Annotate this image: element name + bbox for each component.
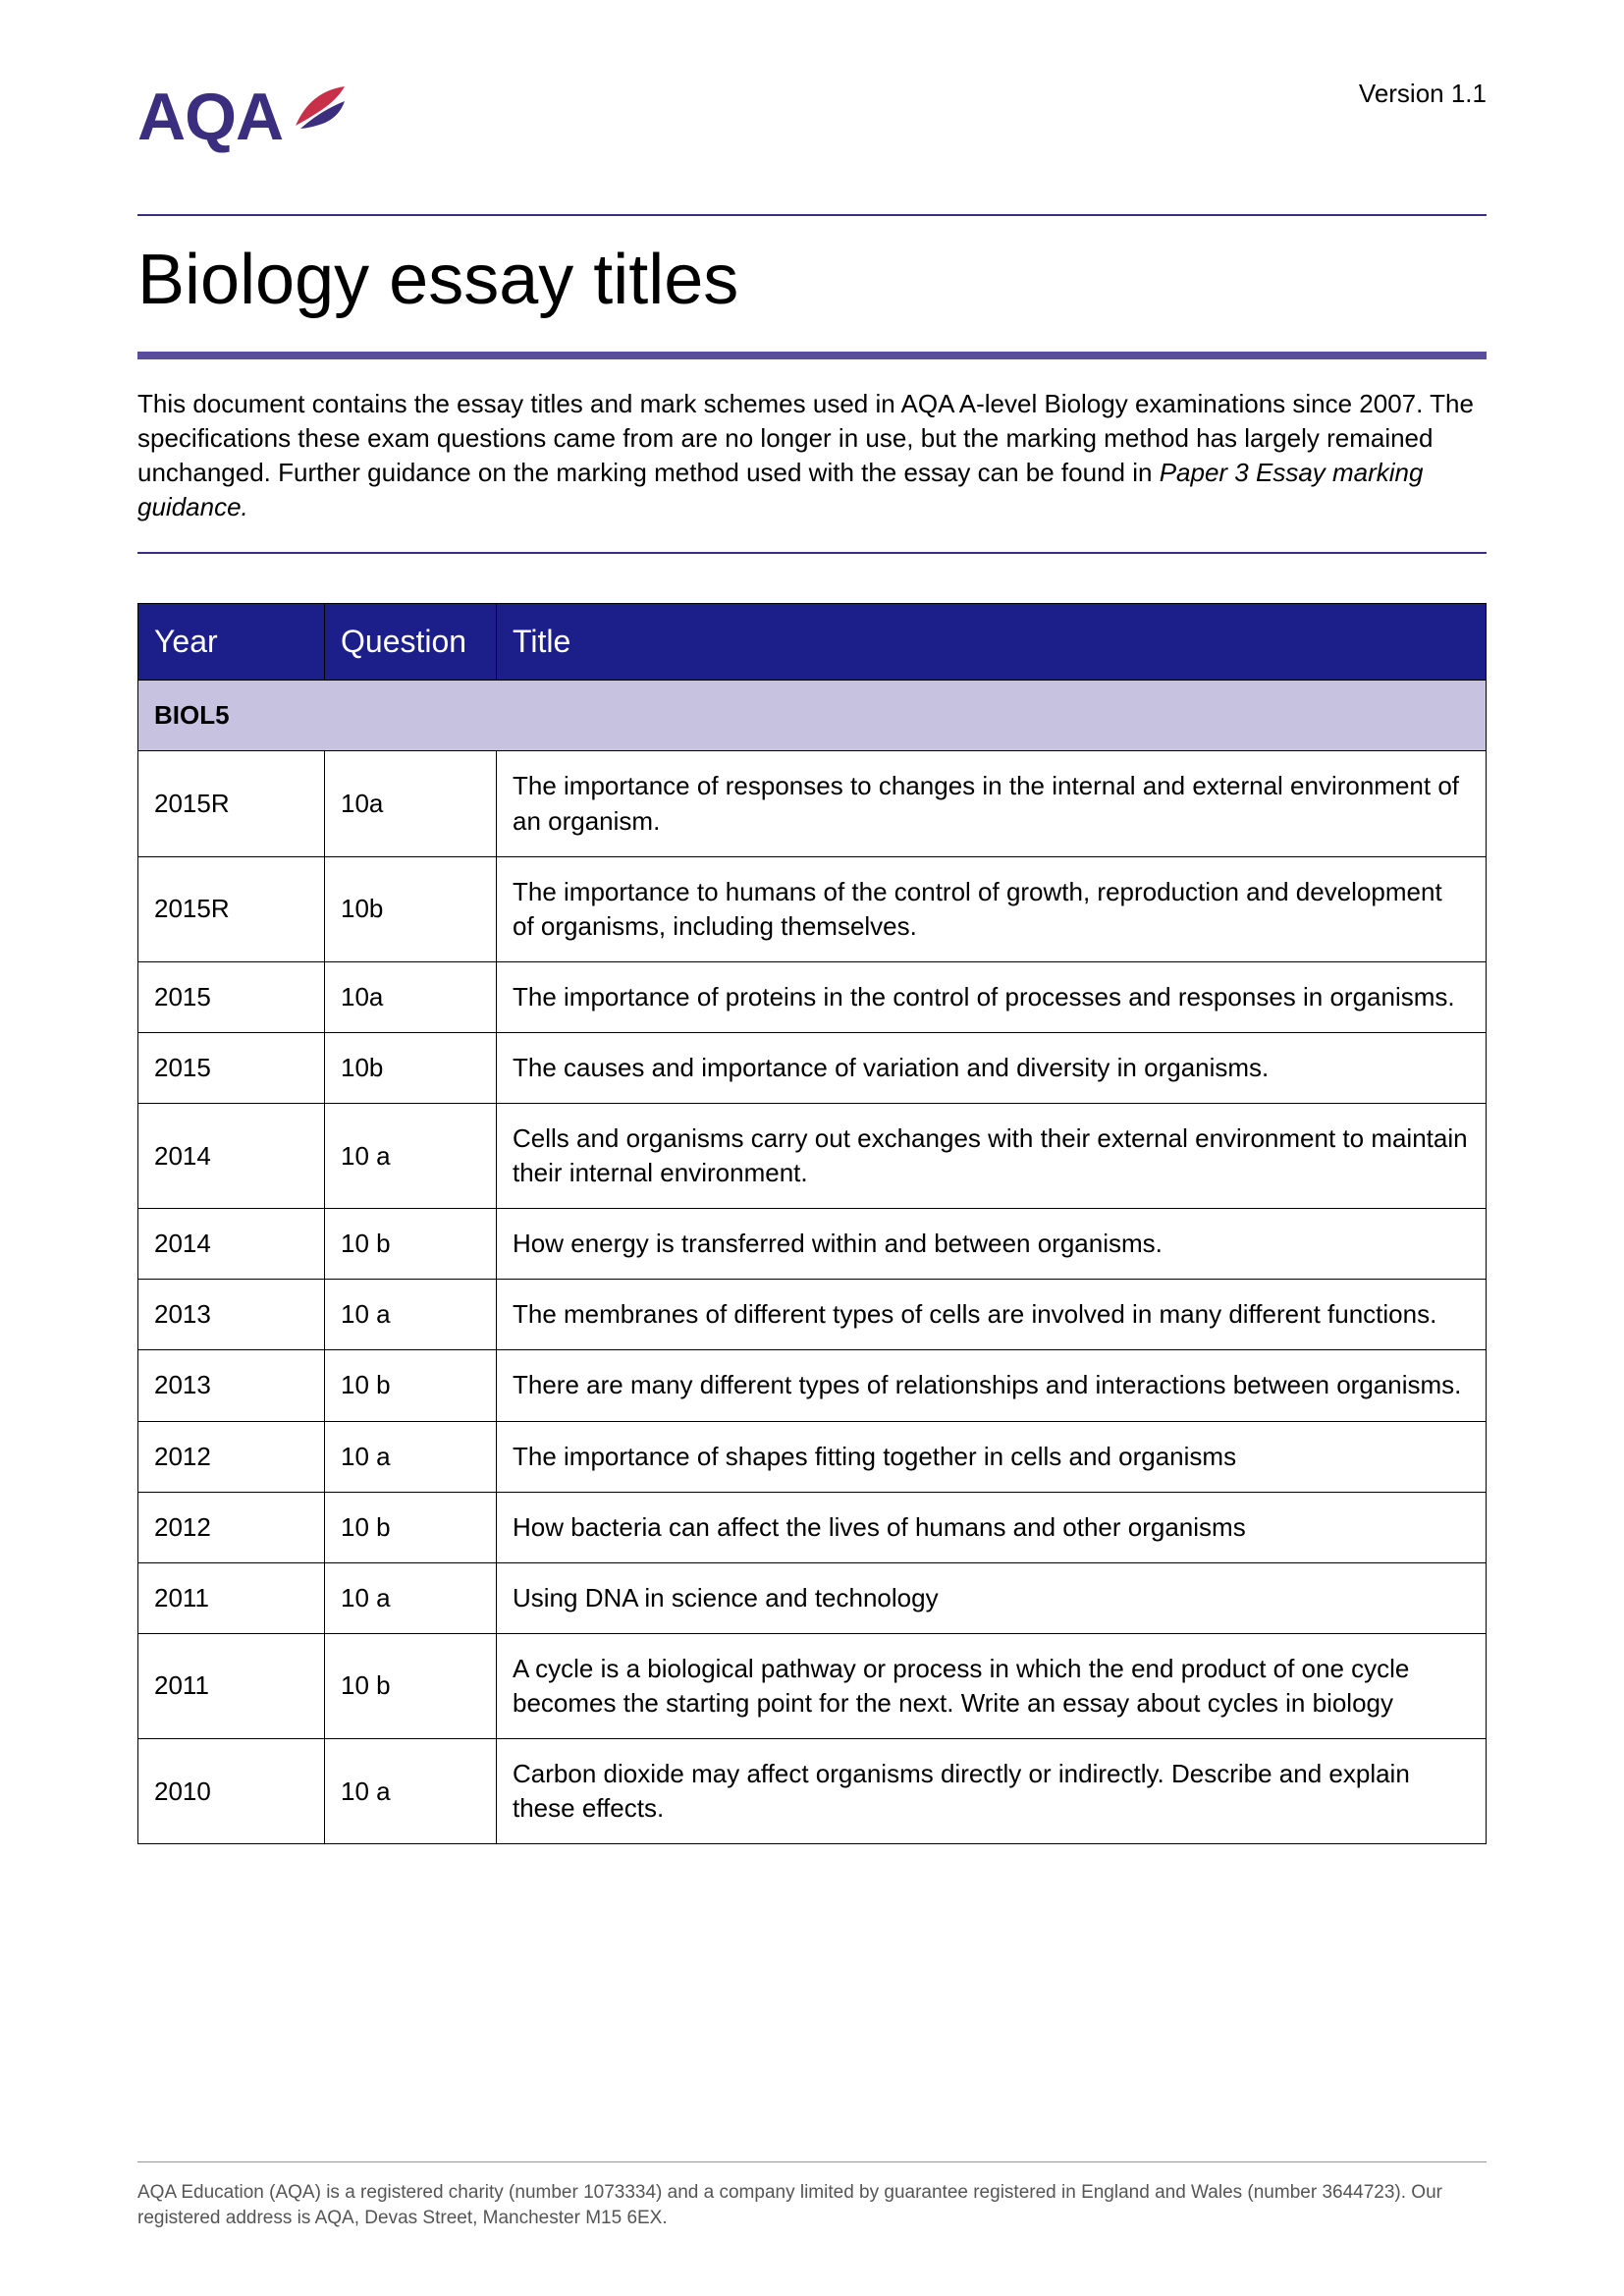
cell-question: 10 b — [325, 1492, 497, 1562]
rule-thick — [137, 352, 1487, 359]
cell-title: The importance of responses to changes i… — [497, 751, 1487, 856]
table-row: 2015R10bThe importance to humans of the … — [138, 856, 1487, 961]
cell-year: 2010 — [138, 1738, 325, 1843]
cell-year: 2015R — [138, 856, 325, 961]
cell-title: Cells and organisms carry out exchanges … — [497, 1104, 1487, 1209]
table-header: Year Question Title — [138, 604, 1487, 681]
table-row: 201510bThe causes and importance of vari… — [138, 1032, 1487, 1103]
header-question: Question — [325, 604, 497, 681]
cell-title: How energy is transferred within and bet… — [497, 1209, 1487, 1280]
cell-question: 10 a — [325, 1421, 497, 1492]
cell-title: How bacteria can affect the lives of hum… — [497, 1492, 1487, 1562]
cell-title: There are many different types of relati… — [497, 1350, 1487, 1421]
cell-year: 2013 — [138, 1280, 325, 1350]
table-row: 201410 aCells and organisms carry out ex… — [138, 1104, 1487, 1209]
table-row: 2015R10aThe importance of responses to c… — [138, 751, 1487, 856]
cell-year: 2014 — [138, 1104, 325, 1209]
table-row: 201210 bHow bacteria can affect the live… — [138, 1492, 1487, 1562]
footer-text: AQA Education (AQA) is a registered char… — [137, 2161, 1487, 2232]
cell-year: 2012 — [138, 1421, 325, 1492]
cell-question: 10 a — [325, 1738, 497, 1843]
table-body: BIOL52015R10aThe importance of responses… — [138, 681, 1487, 1844]
cell-year: 2015R — [138, 751, 325, 856]
cell-year: 2015 — [138, 1032, 325, 1103]
cell-title: A cycle is a biological pathway or proce… — [497, 1633, 1487, 1738]
table-row: 201510aThe importance of proteins in the… — [138, 961, 1487, 1032]
cell-title: The importance of proteins in the contro… — [497, 961, 1487, 1032]
cell-question: 10a — [325, 751, 497, 856]
table-row: 201210 aThe importance of shapes fitting… — [138, 1421, 1487, 1492]
cell-question: 10 a — [325, 1562, 497, 1633]
rule-bottom — [137, 552, 1487, 554]
cell-year: 2015 — [138, 961, 325, 1032]
header-title: Title — [497, 604, 1487, 681]
cell-question: 10a — [325, 961, 497, 1032]
page-container: AQA Version 1.1 Biology essay titles Thi… — [0, 0, 1624, 1844]
cell-title: The causes and importance of variation a… — [497, 1032, 1487, 1103]
cell-title: The importance to humans of the control … — [497, 856, 1487, 961]
cell-year: 2011 — [138, 1633, 325, 1738]
cell-question: 10b — [325, 1032, 497, 1103]
table-row: 201110 bA cycle is a biological pathway … — [138, 1633, 1487, 1738]
cell-title: The importance of shapes fitting togethe… — [497, 1421, 1487, 1492]
cell-title: Carbon dioxide may affect organisms dire… — [497, 1738, 1487, 1843]
table-row: 201310 bThere are many different types o… — [138, 1350, 1487, 1421]
cell-question: 10 a — [325, 1104, 497, 1209]
cell-title: The membranes of different types of cell… — [497, 1280, 1487, 1350]
intro-paragraph: This document contains the essay titles … — [137, 359, 1487, 552]
header-year: Year — [138, 604, 325, 681]
logo-text: AQA — [137, 79, 283, 155]
cell-year: 2011 — [138, 1562, 325, 1633]
cell-question: 10 a — [325, 1280, 497, 1350]
title-section: Biology essay titles This document conta… — [137, 214, 1487, 554]
table-row: 201410 bHow energy is transferred within… — [138, 1209, 1487, 1280]
table-row: 201010 aCarbon dioxide may affect organi… — [138, 1738, 1487, 1843]
cell-year: 2013 — [138, 1350, 325, 1421]
table-row: 201310 aThe membranes of different types… — [138, 1280, 1487, 1350]
version-label: Version 1.1 — [1359, 79, 1487, 109]
cell-question: 10 b — [325, 1209, 497, 1280]
cell-year: 2014 — [138, 1209, 325, 1280]
cell-year: 2012 — [138, 1492, 325, 1562]
essay-table: Year Question Title BIOL52015R10aThe imp… — [137, 603, 1487, 1844]
page-title: Biology essay titles — [137, 216, 1487, 352]
table-row: 201110 aUsing DNA in science and technol… — [138, 1562, 1487, 1633]
cell-title: Using DNA in science and technology — [497, 1562, 1487, 1633]
header-row: AQA Version 1.1 — [137, 59, 1487, 155]
section-label: BIOL5 — [138, 681, 1487, 751]
cell-question: 10 b — [325, 1633, 497, 1738]
table-section-row: BIOL5 — [138, 681, 1487, 751]
cell-question: 10b — [325, 856, 497, 961]
logo-swoosh-icon — [291, 82, 350, 133]
aqa-logo: AQA — [137, 79, 350, 155]
cell-question: 10 b — [325, 1350, 497, 1421]
